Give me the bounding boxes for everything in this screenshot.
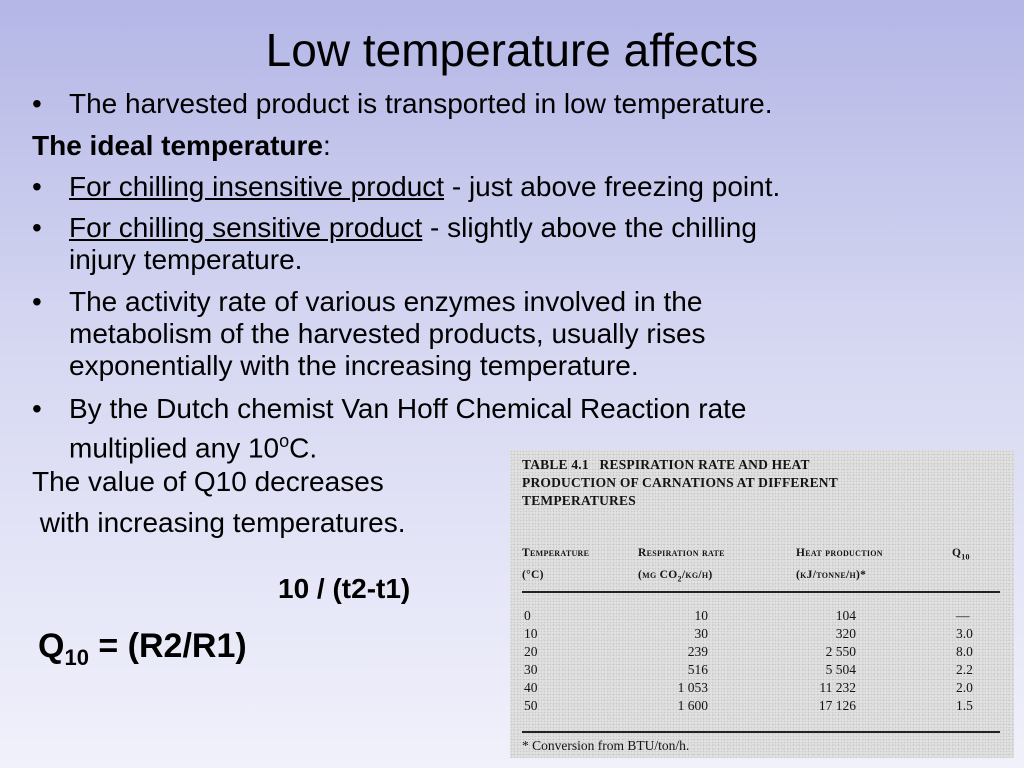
bullet-marker: •	[32, 171, 42, 202]
cell-temperature: 20	[524, 644, 538, 659]
respiration-table-scan: TABLE 4.1 RESPIRATION RATE AND HEAT PROD…	[510, 450, 1014, 758]
cell-q10: 1.5	[956, 698, 973, 713]
formula-q: Q	[38, 627, 65, 665]
enzyme-text-2: metabolism of the harvested products, us…	[69, 318, 706, 349]
enzyme-text-3: exponentially with the increasing temper…	[69, 350, 639, 381]
cell-respiration: 1 600	[677, 698, 708, 713]
ideal-heading-colon: :	[322, 130, 331, 161]
header-q10-sub: 10	[961, 552, 970, 562]
cell-q10: 2.0	[956, 680, 973, 695]
cell-respiration: 516	[687, 662, 708, 677]
header-heat-1: Heat production	[796, 547, 883, 559]
q10-statement-2: with increasing temperatures.	[32, 507, 406, 538]
chilling-sensitive-term: For chilling sensitive product	[69, 212, 423, 243]
cell-temperature: 50	[524, 698, 538, 713]
header-temperature-2: (°C)	[522, 569, 544, 581]
header-temperature: Temperature (°C)	[522, 542, 589, 586]
header-heat-2: (kJ/tonne/h)*	[796, 569, 867, 581]
chilling-insensitive-text: - just above freezing point.	[444, 171, 781, 202]
cell-heat: 5 504	[825, 662, 856, 677]
chilling-sensitive-text: - slightly above the chilling	[422, 212, 757, 243]
cell-temperature: 30	[524, 662, 538, 677]
table-caption-line-1: TABLE 4.1 RESPIRATION RATE AND HEAT	[522, 457, 810, 472]
cell-q10: —	[956, 608, 970, 623]
van-hoff-text-2: multiplied any 10	[69, 432, 280, 464]
header-heat: Heat production (kJ/tonne/h)*	[796, 542, 883, 586]
table-rule-top	[522, 591, 1000, 593]
cell-temperature: 10	[524, 626, 538, 641]
bullet-marker: •	[32, 286, 42, 317]
ideal-temperature-heading: The ideal temperature:	[32, 130, 992, 162]
table-footnote: * Conversion from BTU/ton/h.	[522, 738, 690, 753]
cell-temperature: 0	[524, 608, 531, 623]
cell-heat: 17 126	[818, 698, 856, 713]
cell-respiration: 239	[687, 644, 708, 659]
table-caption-line-2: PRODUCTION OF CARNATIONS AT DIFFERENT	[522, 475, 838, 490]
header-respiration-2sub: 2	[677, 574, 682, 584]
bullet-marker: •	[32, 88, 42, 119]
header-respiration: Respiration rate (mg CO2/kg/h)	[638, 542, 725, 590]
table-caption-line-3: TEMPERATURES	[522, 493, 636, 508]
bullet-marker: •	[32, 393, 42, 424]
header-respiration-2: (mg CO2/kg/h)	[638, 564, 725, 590]
degree-superscript: o	[279, 431, 290, 451]
enzyme-text-1: The activity rate of various enzymes inv…	[69, 286, 703, 317]
formula-exponent: 10 / (t2-t1)	[278, 573, 411, 604]
cell-heat: 320	[835, 626, 856, 641]
cell-heat: 11 232	[819, 680, 856, 695]
bullet-chilling-sensitive: • For chilling sensitive product - sligh…	[32, 212, 992, 276]
q10-statement-1: The value of Q10 decreases	[32, 466, 384, 497]
formula-rhs: = (R2/R1)	[88, 627, 247, 665]
header-respiration-1: Respiration rate	[638, 547, 725, 559]
bullet-marker: •	[32, 212, 42, 243]
chilling-sensitive-text-2: injury temperature.	[69, 244, 303, 275]
cell-q10: 8.0	[956, 644, 973, 659]
cell-heat: 2 550	[825, 644, 856, 659]
cell-q10: 2.2	[956, 662, 973, 677]
chilling-insensitive-term: For chilling insensitive product	[69, 171, 445, 202]
cell-heat: 104	[835, 608, 856, 623]
bullet-van-hoff: • By the Dutch chemist Van Hoff Chemical…	[32, 393, 992, 464]
header-q10: Q10	[952, 542, 970, 568]
formula-q10: Q10 = (R2/R1)	[38, 624, 247, 680]
cell-respiration: 1 053	[677, 680, 708, 695]
cell-respiration: 30	[694, 626, 709, 641]
cell-respiration: 10	[694, 608, 709, 623]
header-respiration-2a: (mg CO	[638, 569, 678, 581]
cell-temperature: 40	[524, 680, 538, 695]
bullet-enzyme-activity: • The activity rate of various enzymes i…	[32, 286, 992, 382]
slide-title: Low temperature affects	[265, 24, 759, 76]
van-hoff-text-1: By the Dutch chemist Van Hoff Chemical R…	[69, 393, 747, 424]
bullet-transport: • The harvested product is transported i…	[32, 88, 992, 120]
bullet-text: The harvested product is transported in …	[69, 88, 773, 119]
header-respiration-2b: /kg/h)	[681, 569, 713, 581]
formula-q-subscript: 10	[64, 645, 89, 670]
header-temperature-1: Temperature	[522, 547, 590, 559]
bullet-chilling-insensitive: • For chilling insensitive product - jus…	[32, 171, 992, 203]
header-q10-letter: Q	[952, 547, 962, 559]
van-hoff-text-3: C.	[289, 432, 318, 464]
cell-q10: 3.0	[956, 626, 973, 641]
ideal-heading-text: The ideal temperature	[32, 130, 323, 161]
table-rule-bottom	[522, 731, 1000, 733]
table-caption: TABLE 4.1 RESPIRATION RATE AND HEAT PROD…	[522, 456, 992, 510]
